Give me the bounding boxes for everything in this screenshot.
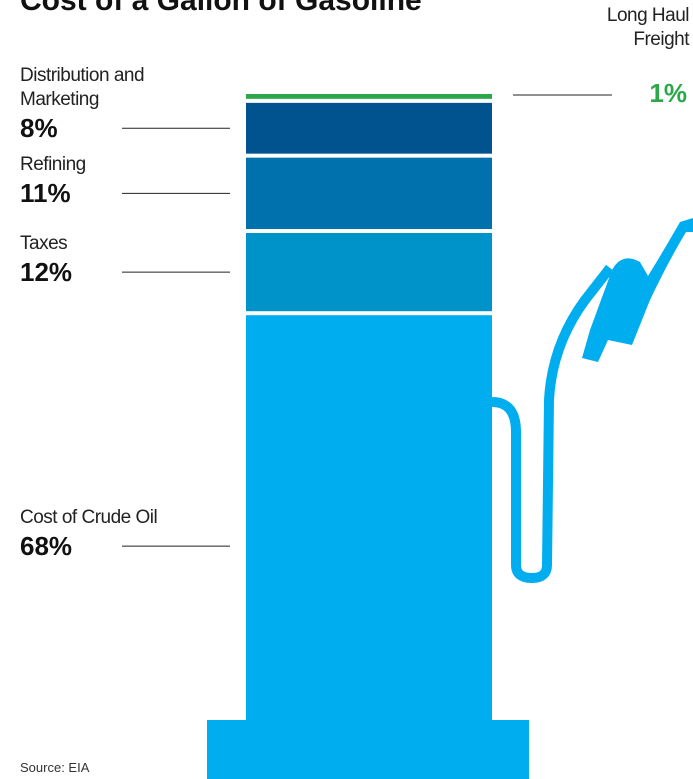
segment-label: Distribution and Marketing bbox=[20, 65, 145, 111]
value-label: 8% bbox=[20, 113, 58, 144]
value-label: 11% bbox=[20, 178, 71, 209]
segment-label: Refining bbox=[20, 154, 86, 176]
chart-title: Cost of a Gallon of Gasoline bbox=[20, 0, 422, 17]
bar-segment bbox=[246, 233, 492, 312]
segment-label: Long Haul Freight bbox=[606, 5, 690, 50]
source: Source: EIA bbox=[20, 760, 90, 775]
segment-label: Taxes bbox=[20, 233, 68, 255]
pump-hose bbox=[491, 264, 614, 584]
value-label: 68% bbox=[20, 531, 73, 562]
value-label: 1% bbox=[649, 78, 687, 108]
bar-segment bbox=[246, 157, 492, 229]
value-label: 12% bbox=[20, 257, 73, 288]
pump-nozzle bbox=[582, 218, 693, 362]
segment-label: Cost of Crude Oil bbox=[20, 507, 158, 529]
bar-segment bbox=[246, 315, 492, 779]
bar-segment bbox=[246, 94, 492, 99]
bar-segment bbox=[246, 102, 492, 154]
